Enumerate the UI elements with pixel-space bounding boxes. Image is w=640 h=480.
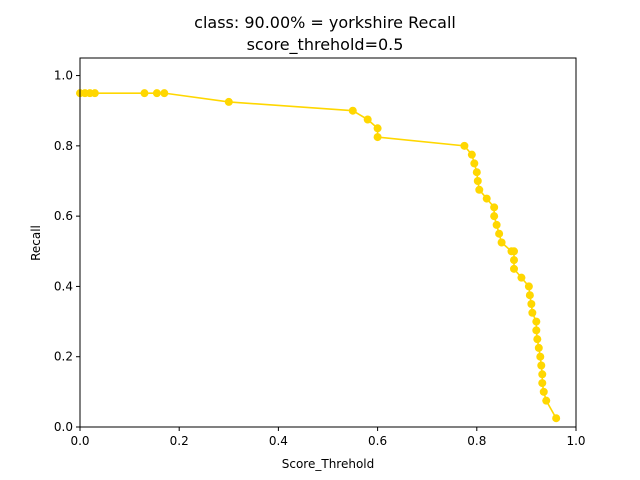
data-point — [542, 396, 551, 405]
data-point — [537, 361, 546, 370]
data-point — [348, 106, 357, 115]
data-point — [497, 238, 506, 247]
y-tick-label: 0.4 — [54, 279, 73, 293]
data-point — [532, 317, 541, 326]
data-point — [510, 256, 518, 265]
x-tick-label: 0.0 — [70, 434, 89, 448]
data-point — [528, 308, 537, 317]
data-point — [490, 203, 499, 212]
data-point — [490, 212, 499, 221]
data-point — [510, 264, 518, 273]
data-point — [460, 141, 469, 150]
data-point — [495, 229, 504, 238]
plot-area: 0.0 0.2 0.4 0.6 0.8 1.0 0.0 0.2 0.4 0.6 0.8 1.0 — [54, 57, 586, 448]
data-point — [470, 159, 479, 168]
chart-title: class: 90.00% = yorkshire Recall — [194, 13, 456, 32]
y-tick-label: 1.0 — [54, 69, 73, 83]
data-point — [492, 220, 501, 229]
data-point — [538, 379, 547, 388]
series-line — [80, 92, 557, 419]
data-point — [373, 124, 382, 133]
data-point — [467, 150, 476, 159]
x-tick-label: 0.4 — [269, 434, 288, 448]
x-tick-label: 1.0 — [566, 434, 585, 448]
y-tick-label: 0.8 — [54, 139, 73, 153]
data-point — [525, 291, 534, 300]
data-point — [363, 115, 372, 124]
data-point — [539, 387, 548, 396]
y-tick-label: 0.0 — [54, 420, 73, 434]
data-point — [475, 185, 484, 194]
data-point — [472, 168, 481, 177]
data-point — [482, 194, 491, 203]
y-tick-label: 0.6 — [54, 209, 73, 223]
data-point — [536, 352, 545, 361]
x-tick-label: 0.6 — [368, 434, 387, 448]
data-point — [524, 282, 533, 291]
x-tick-label: 0.8 — [467, 434, 486, 448]
data-point — [510, 247, 518, 256]
chart-subtitle: score_threhold=0.5 — [247, 35, 404, 55]
y-axis-label: Recall — [29, 225, 43, 261]
data-point — [552, 414, 561, 423]
data-point — [373, 133, 382, 142]
data-point — [532, 326, 541, 335]
data-point — [152, 89, 161, 98]
data-point — [517, 273, 526, 282]
data-point — [533, 335, 542, 344]
plot-frame — [79, 57, 577, 428]
y-tick-label: 0.2 — [54, 350, 73, 364]
data-point — [160, 89, 169, 98]
data-point — [140, 89, 149, 98]
data-point — [90, 89, 99, 98]
data-point — [527, 300, 536, 308]
x-tick-label: 0.2 — [170, 434, 189, 448]
x-axis-label: Score_Threhold — [282, 457, 375, 471]
data-point — [473, 177, 482, 185]
data-point — [534, 343, 543, 352]
data-point — [224, 97, 233, 106]
data-point — [538, 370, 547, 379]
